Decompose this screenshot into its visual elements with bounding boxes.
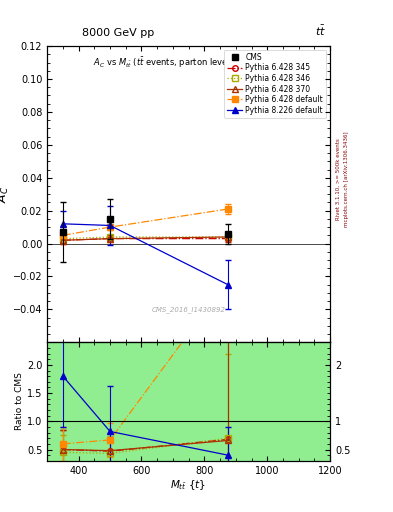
Text: Rivet 3.1.10, >= 500k events: Rivet 3.1.10, >= 500k events xyxy=(336,138,341,220)
Text: $A_C$ vs $M_{t\bar{t}}$ ($t\bar{t}$ events, parton level information): $A_C$ vs $M_{t\bar{t}}$ ($t\bar{t}$ even… xyxy=(93,55,285,70)
Y-axis label: $A_C$: $A_C$ xyxy=(0,185,11,203)
X-axis label: $M_{t\bar{t}}\ \{t\}$: $M_{t\bar{t}}\ \{t\}$ xyxy=(171,478,207,492)
Legend: CMS, Pythia 6.428 345, Pythia 6.428 346, Pythia 6.428 370, Pythia 6.428 default,: CMS, Pythia 6.428 345, Pythia 6.428 346,… xyxy=(224,50,326,118)
Text: mcplots.cern.ch [arXiv:1306.3436]: mcplots.cern.ch [arXiv:1306.3436] xyxy=(344,132,349,227)
Text: 8000 GeV pp: 8000 GeV pp xyxy=(82,28,154,38)
Text: $t\bar{t}$: $t\bar{t}$ xyxy=(315,24,326,38)
Text: CMS_2016_I1430892: CMS_2016_I1430892 xyxy=(152,306,226,313)
Y-axis label: Ratio to CMS: Ratio to CMS xyxy=(15,373,24,431)
